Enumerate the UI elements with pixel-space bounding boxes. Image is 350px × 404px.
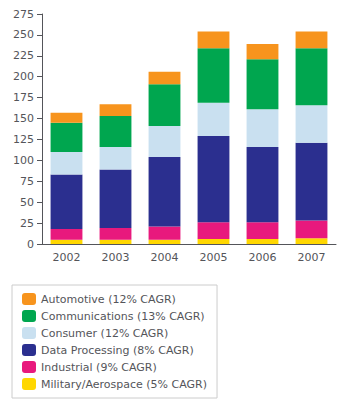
svg-text:250: 250: [13, 28, 34, 41]
svg-text:200: 200: [13, 70, 34, 83]
svg-text:2003: 2003: [102, 251, 130, 264]
svg-text:225: 225: [13, 49, 34, 62]
svg-text:Consumer (12% CAGR): Consumer (12% CAGR): [41, 327, 168, 340]
svg-text:Data Processing (8% CAGR): Data Processing (8% CAGR): [41, 344, 194, 357]
svg-text:2002: 2002: [53, 251, 81, 264]
svg-text:2005: 2005: [200, 251, 228, 264]
svg-text:Military/Aerospace (5% CAGR): Military/Aerospace (5% CAGR): [41, 378, 207, 391]
svg-text:50: 50: [20, 196, 34, 209]
svg-text:0: 0: [27, 238, 34, 251]
svg-text:Communications (13% CAGR): Communications (13% CAGR): [41, 310, 205, 323]
svg-text:Automotive (12% CAGR): Automotive (12% CAGR): [41, 293, 176, 306]
svg-text:150: 150: [13, 112, 34, 125]
svg-text:125: 125: [13, 133, 34, 146]
svg-text:100: 100: [13, 154, 34, 167]
svg-text:175: 175: [13, 91, 34, 104]
svg-text:2007: 2007: [298, 251, 326, 264]
svg-text:275: 275: [13, 8, 34, 21]
svg-text:25: 25: [20, 217, 34, 230]
svg-text:Industrial (9% CAGR): Industrial (9% CAGR): [41, 361, 157, 374]
svg-text:2004: 2004: [151, 251, 179, 264]
svg-text:2006: 2006: [249, 251, 277, 264]
svg-text:75: 75: [20, 175, 34, 188]
